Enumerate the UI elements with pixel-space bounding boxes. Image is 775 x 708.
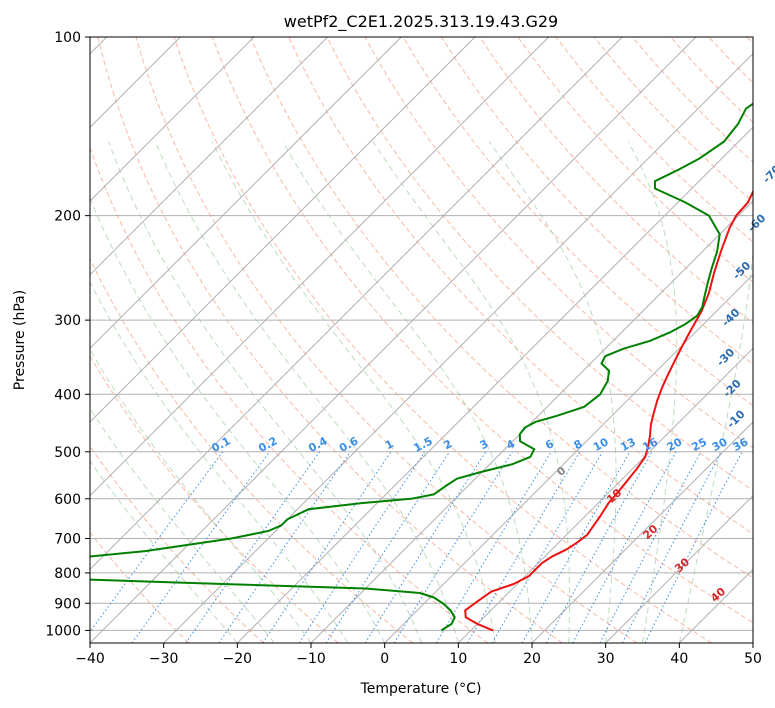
- background-lines: [90, 37, 753, 643]
- y-tick-label: 200: [54, 209, 81, 225]
- dry-adiabat-line: [517, 37, 753, 284]
- dry-adiabat-line: [402, 37, 753, 407]
- mixing-ratio-line: [572, 451, 677, 643]
- dry-adiabat-line: [173, 37, 712, 643]
- isotherm-line: [310, 200, 753, 643]
- y-tick-label: 100: [54, 30, 81, 46]
- y-tick-label: 800: [54, 566, 81, 582]
- y-tick-label: 600: [54, 492, 81, 508]
- mixing-ratio-line: [218, 451, 351, 643]
- x-tick-label: −40: [75, 651, 105, 667]
- isotherm-line: [90, 37, 402, 350]
- mixing-ratio-line: [521, 451, 631, 643]
- x-tick-label: −30: [149, 651, 179, 667]
- mixing-ratio-line: [599, 451, 702, 643]
- isotherm-line: [90, 37, 697, 643]
- x-tick-label: 20: [523, 651, 541, 667]
- y-tick-label: 1000: [45, 623, 81, 639]
- mixing-ratio-line: [262, 451, 392, 643]
- isotherm-line: [457, 347, 753, 643]
- mixing-ratio-line: [435, 451, 552, 643]
- y-tick-label: 500: [54, 445, 81, 461]
- x-tick-label: 10: [449, 651, 467, 667]
- mixing-ratio-label: 20: [665, 435, 685, 454]
- dry-adiabat-line: [90, 146, 488, 643]
- y-tick-label: 900: [54, 596, 81, 612]
- x-tick-label: 30: [597, 651, 615, 667]
- y-tick-label: 300: [54, 313, 81, 329]
- mixing-ratio-line: [90, 451, 224, 633]
- mixing-ratio-line: [131, 451, 271, 643]
- x-axis-label: Temperature (°C): [360, 681, 482, 697]
- isotherm-line: [384, 273, 753, 643]
- mixing-ratio-label: 30: [710, 435, 730, 454]
- dry-adiabat-line: [90, 531, 190, 643]
- x-tick-label: 0: [380, 651, 389, 667]
- mixing-ratio-line: [185, 451, 321, 643]
- isotherm-line: [605, 494, 753, 643]
- mixing-ratio-label: 13: [618, 435, 638, 454]
- mixing-ratio-line: [364, 451, 487, 643]
- chart-title: wetPf2_C2E1.2025.313.19.43.G29: [284, 12, 558, 32]
- mixing-ratio-label: 25: [689, 435, 709, 454]
- isotherm-line: [90, 37, 255, 202]
- x-tick-label: −10: [296, 651, 326, 667]
- dry-adiabat-label: -70: [760, 162, 775, 185]
- isotherm-line: [752, 642, 753, 643]
- isotherm-line: [90, 37, 329, 276]
- isotherm-line: [90, 37, 623, 571]
- mixing-ratio-line: [644, 451, 743, 643]
- axes: −40 −30 −20 −10 0 10 20 30 40 50 100 200 300 400 500 60…: [45, 30, 762, 667]
- mixing-ratio-line: [325, 451, 451, 643]
- mixing-ratio-line: [545, 451, 653, 643]
- mixing-ratio-label: 16: [640, 435, 660, 454]
- isotherm-line: [90, 37, 476, 423]
- isotherm-line: [90, 37, 550, 497]
- mixing-ratio-line: [298, 451, 426, 643]
- x-tick-label: −20: [223, 651, 253, 667]
- y-tick-label: 400: [54, 387, 81, 403]
- dewpoint-profile-line: [90, 102, 753, 632]
- mixing-ratio-label: 10: [591, 435, 611, 454]
- mixing-ratio-label: 36: [731, 435, 751, 454]
- isotherm-line: [236, 126, 753, 643]
- dry-adiabat-line: [90, 355, 339, 643]
- isotherm-line: [163, 52, 753, 643]
- profile-lines: [90, 102, 753, 632]
- isotherm-line: [531, 421, 753, 643]
- dry-adiabat-line: [326, 37, 753, 492]
- x-tick-label: 50: [744, 651, 762, 667]
- temperature-profile-line: [464, 189, 753, 632]
- y-tick-label: 700: [54, 532, 81, 548]
- dry-adiabat-line: [135, 37, 638, 643]
- dry-adiabat-line: [440, 37, 753, 365]
- dry-adiabat-line: [90, 445, 264, 643]
- y-axis-label: Pressure (hPa): [12, 290, 28, 390]
- dry-adiabat-line: [250, 37, 753, 579]
- dry-adiabat-line: [97, 37, 563, 643]
- x-tick-label: 40: [670, 651, 688, 667]
- dry-adiabat-line: [211, 37, 753, 624]
- plot-frame: [89, 36, 754, 644]
